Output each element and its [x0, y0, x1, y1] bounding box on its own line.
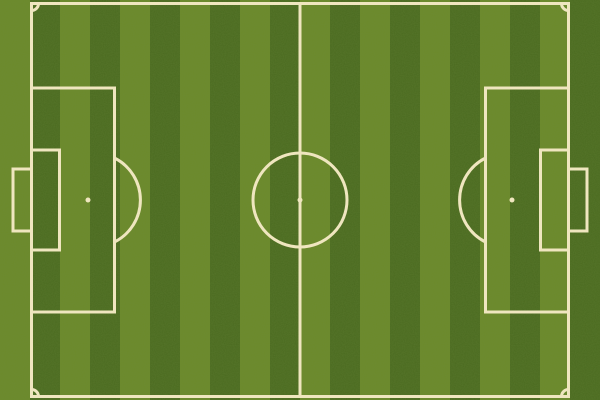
corner-arc-bottom-right: [560, 388, 569, 397]
left-goal: [11, 167, 33, 233]
right-goal: [567, 167, 589, 233]
center-spot: [297, 197, 303, 203]
corner-arc-top-right: [560, 3, 569, 12]
left-penalty-spot: [85, 197, 91, 203]
left-penalty-arc: [113, 156, 142, 244]
right-penalty-spot: [509, 197, 515, 203]
right-penalty-arc: [458, 156, 487, 244]
corner-arc-top-left: [31, 3, 40, 12]
corner-arc-bottom-left: [31, 388, 40, 397]
center-circle: [251, 151, 349, 249]
pitch-markings: [11, 2, 589, 398]
